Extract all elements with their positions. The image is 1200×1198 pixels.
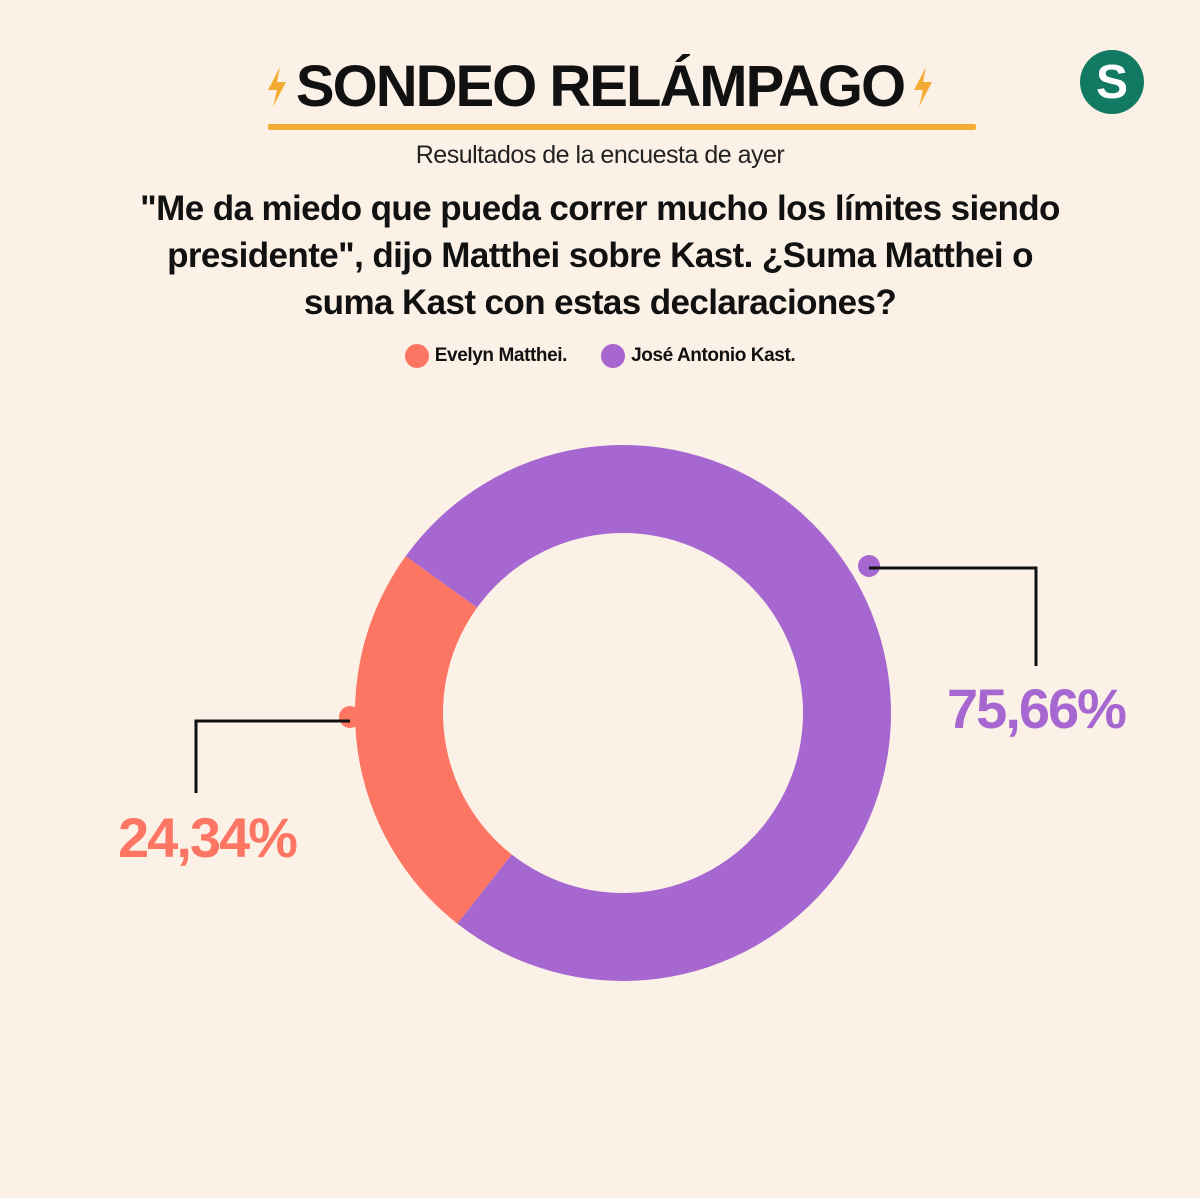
data-label-matthei: 24,34% — [118, 806, 297, 869]
lightning-bolt-icon — [914, 67, 933, 107]
chart-legend: Evelyn Matthei. José Antonio Kast. — [0, 344, 1200, 368]
brand-logo: S — [1080, 50, 1144, 114]
legend-item-kast: José Antonio Kast. — [601, 344, 796, 368]
donut-slice-matthei — [355, 556, 512, 924]
header: SONDEO RELÁMPAGO — [0, 52, 1200, 122]
data-label-kast: 75,66% — [947, 677, 1126, 740]
legend-label-matthei: Evelyn Matthei. — [434, 345, 568, 366]
leader-line-matthei — [194, 719, 350, 793]
title-row: SONDEO RELÁMPAGO — [264, 52, 936, 122]
title-underline — [268, 124, 976, 130]
leader-lines — [194, 555, 1038, 793]
subtitle: Resultados de la encuesta de ayer — [415, 141, 785, 169]
leader-line-kast — [869, 566, 1038, 666]
legend-swatch-matthei — [404, 344, 429, 368]
poll-question: "Me da miedo que pueda correr mucho los … — [140, 189, 1060, 322]
donut-slices — [355, 444, 892, 982]
data-labels: 24,34% 75,66% — [118, 677, 1128, 869]
leader-dot-matthei — [339, 706, 361, 728]
donut-slice-kast — [405, 444, 892, 982]
leader-dot-kast — [858, 555, 880, 577]
page-title: SONDEO RELÁMPAGO — [295, 54, 906, 119]
lightning-bolt-icon — [267, 67, 286, 107]
legend-swatch-kast — [601, 344, 626, 368]
legend-label-kast: José Antonio Kast. — [631, 345, 796, 366]
legend-item-matthei: Evelyn Matthei. — [404, 344, 568, 368]
